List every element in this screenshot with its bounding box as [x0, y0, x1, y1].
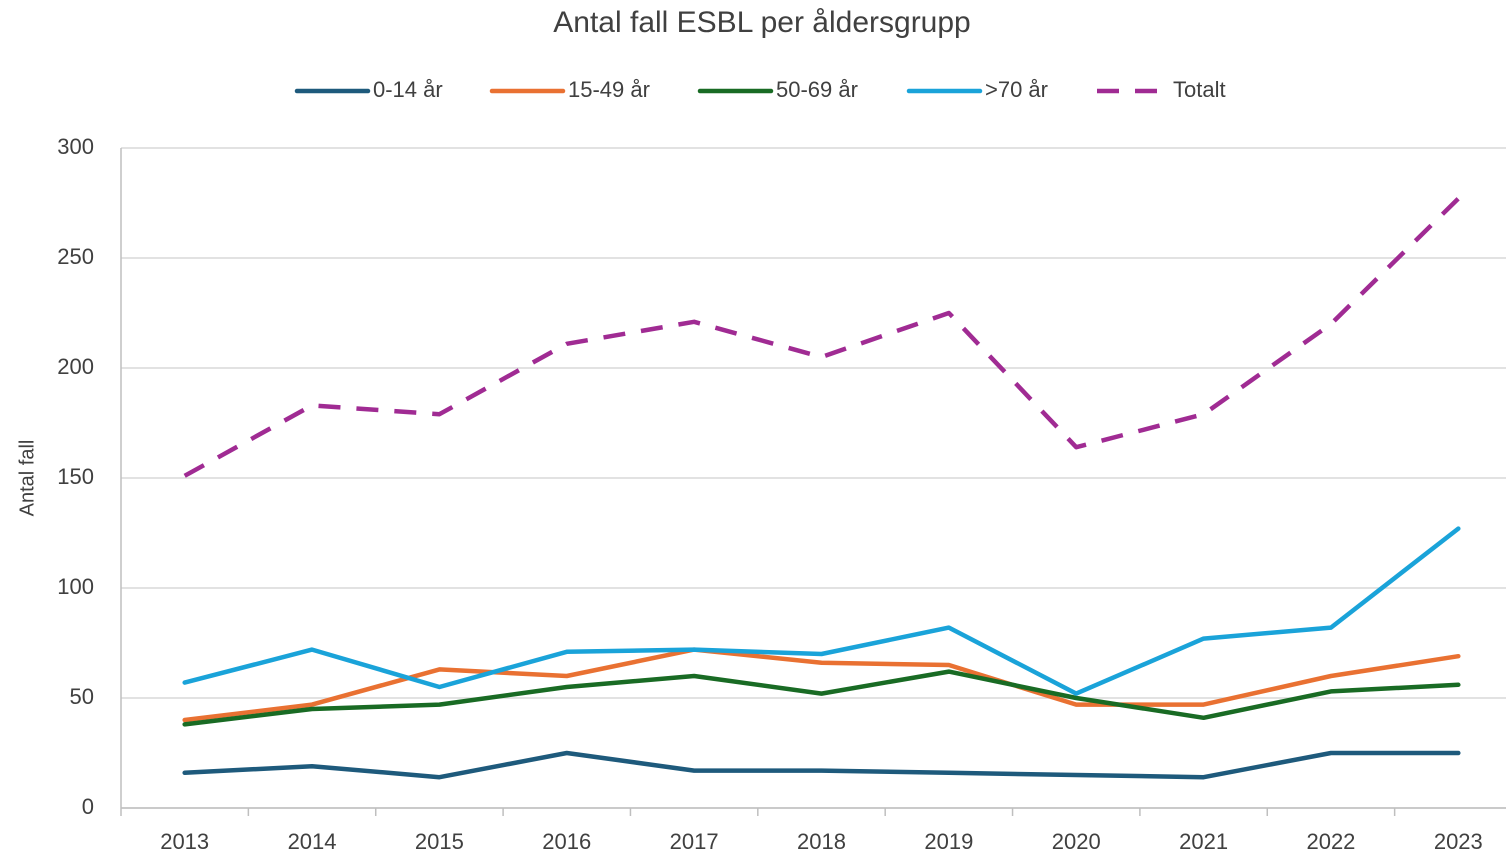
line-series — [182, 647, 1461, 723]
x-tick-label: 2018 — [797, 829, 846, 854]
line-series — [183, 196, 1460, 478]
x-tick-label: 2014 — [288, 829, 337, 854]
x-tick-label: 2015 — [415, 829, 464, 854]
y-tick-label: 250 — [57, 244, 94, 269]
x-tick-label: 2017 — [670, 829, 719, 854]
y-axis-label: Antal fall — [16, 440, 38, 517]
x-tick-label: 2019 — [924, 829, 973, 854]
y-tick-label: 50 — [70, 684, 94, 709]
legend-label: 0-14 år — [373, 77, 443, 102]
y-tick-label: 0 — [82, 794, 94, 819]
x-tick-label: 2016 — [542, 829, 591, 854]
legend-label: >70 år — [985, 77, 1048, 102]
y-tick-label: 200 — [57, 354, 94, 379]
y-tick-label: 300 — [57, 134, 94, 159]
line-series — [182, 526, 1461, 696]
line-series — [182, 750, 1461, 780]
x-tick-label: 2022 — [1306, 829, 1355, 854]
x-tick-label: 2013 — [160, 829, 209, 854]
line-series — [182, 669, 1461, 727]
y-tick-label: 150 — [57, 464, 94, 489]
x-tick-label: 2021 — [1179, 829, 1228, 854]
legend-label: Totalt — [1173, 77, 1226, 102]
chart-title: Antal fall ESBL per åldersgrupp — [553, 6, 970, 39]
x-tick-label: 2020 — [1052, 829, 1101, 854]
y-tick-label: 100 — [57, 574, 94, 599]
legend-label: 15-49 år — [568, 77, 650, 102]
legend-label: 50-69 år — [776, 77, 858, 102]
x-tick-label: 2023 — [1434, 829, 1483, 854]
